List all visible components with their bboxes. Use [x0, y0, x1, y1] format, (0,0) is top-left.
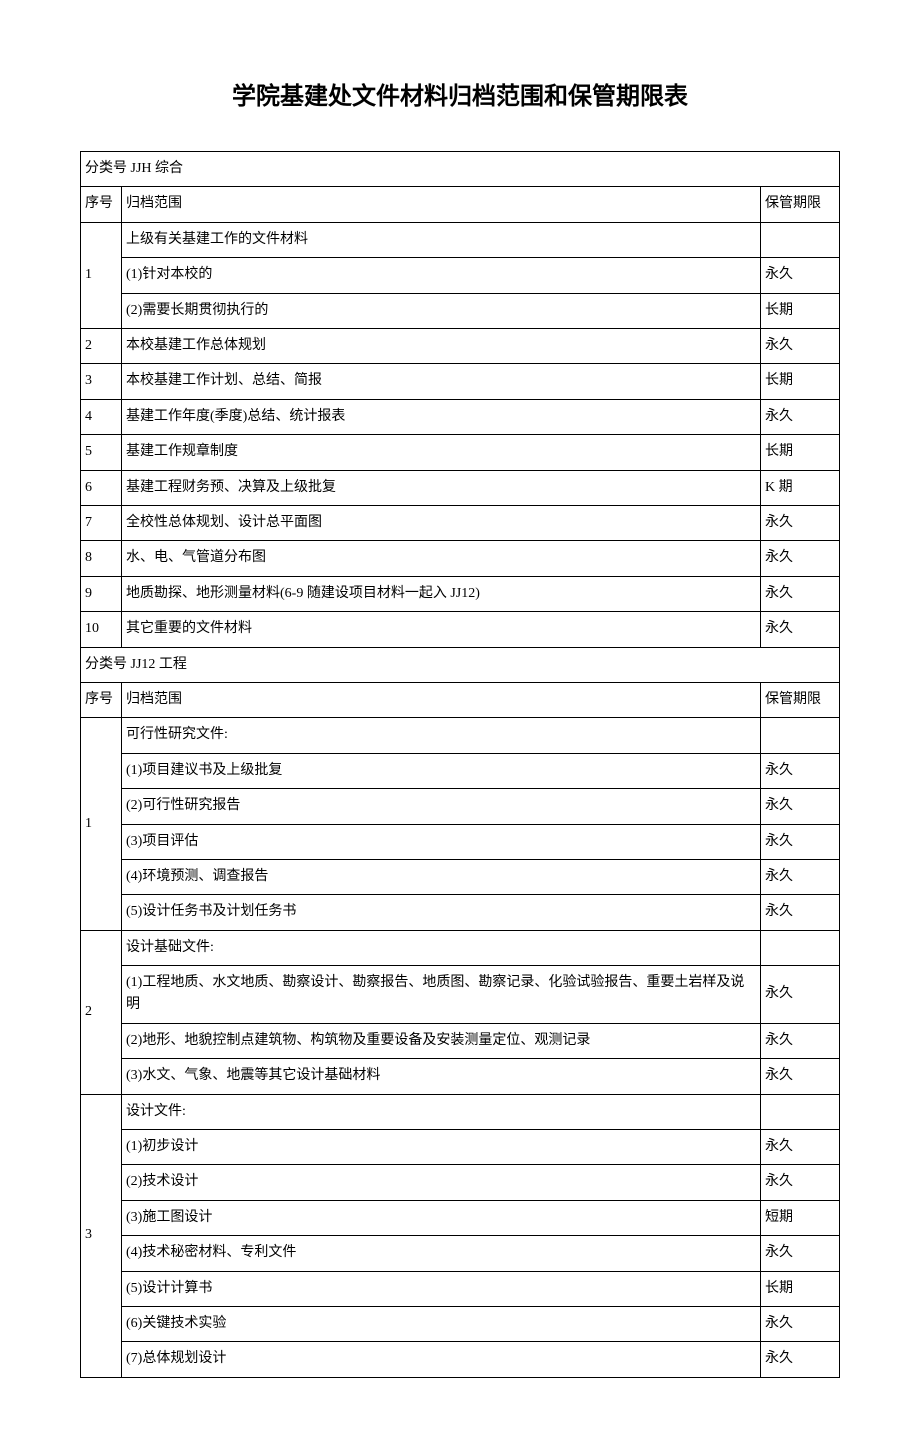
row-period: 永久 — [761, 789, 840, 824]
row-period: 永久 — [761, 399, 840, 434]
row-seq: 4 — [81, 399, 122, 434]
row-period: 永久 — [761, 966, 840, 1024]
row-scope: 设计文件: — [122, 1094, 761, 1129]
row-scope: 本校基建工作计划、总结、简报 — [122, 364, 761, 399]
row-period: 永久 — [761, 1165, 840, 1200]
row-scope: 水、电、气管道分布图 — [122, 541, 761, 576]
header-scope: 归档范围 — [122, 187, 761, 222]
header-period: 保管期限 — [761, 682, 840, 717]
row-scope: (6)关键技术实验 — [122, 1306, 761, 1341]
row-scope: (1)工程地质、水文地质、勘察设计、勘察报告、地质图、勘察记录、化验试验报告、重… — [122, 966, 761, 1024]
row-scope: (2)需要长期贯彻执行的 — [122, 293, 761, 328]
row-scope: (4)环境预测、调查报告 — [122, 859, 761, 894]
page-title: 学院基建处文件材料归档范围和保管期限表 — [80, 76, 840, 111]
header-seq: 序号 — [81, 682, 122, 717]
row-period: 长期 — [761, 293, 840, 328]
row-scope: (2)地形、地貌控制点建筑物、构筑物及重要设备及安装测量定位、观测记录 — [122, 1023, 761, 1058]
row-period: 永久 — [761, 1306, 840, 1341]
row-seq: 10 — [81, 612, 122, 647]
row-period — [761, 718, 840, 753]
row-period: K 期 — [761, 470, 840, 505]
row-period: 永久 — [761, 329, 840, 364]
row-scope: (5)设计计算书 — [122, 1271, 761, 1306]
row-scope: (1)初步设计 — [122, 1130, 761, 1165]
row-period: 永久 — [761, 541, 840, 576]
category-label: 分类号 JJH 综合 — [81, 152, 840, 187]
row-scope: 设计基础文件: — [122, 930, 761, 965]
row-period — [761, 930, 840, 965]
row-scope: 基建工程财务预、决算及上级批复 — [122, 470, 761, 505]
row-scope: (1)针对本校的 — [122, 258, 761, 293]
row-period: 永久 — [761, 1236, 840, 1271]
row-period: 永久 — [761, 1059, 840, 1094]
row-scope: 本校基建工作总体规划 — [122, 329, 761, 364]
row-period: 永久 — [761, 1023, 840, 1058]
row-period: 永久 — [761, 824, 840, 859]
row-seq: 2 — [81, 930, 122, 1094]
row-scope: 全校性总体规划、设计总平面图 — [122, 505, 761, 540]
row-seq: 2 — [81, 329, 122, 364]
row-scope: 上级有关基建工作的文件材料 — [122, 222, 761, 257]
row-scope: (5)设计任务书及计划任务书 — [122, 895, 761, 930]
row-seq: 5 — [81, 435, 122, 470]
row-period: 永久 — [761, 895, 840, 930]
row-scope: 基建工作规章制度 — [122, 435, 761, 470]
row-period: 短期 — [761, 1200, 840, 1235]
row-scope: (2)可行性研究报告 — [122, 789, 761, 824]
row-period: 永久 — [761, 1342, 840, 1377]
row-scope: (3)水文、气象、地震等其它设计基础材料 — [122, 1059, 761, 1094]
row-period: 永久 — [761, 258, 840, 293]
row-scope: 其它重要的文件材料 — [122, 612, 761, 647]
row-seq: 9 — [81, 576, 122, 611]
row-scope: (7)总体规划设计 — [122, 1342, 761, 1377]
row-seq: 1 — [81, 222, 122, 328]
row-period: 永久 — [761, 1130, 840, 1165]
row-period: 永久 — [761, 612, 840, 647]
row-period — [761, 1094, 840, 1129]
row-period: 长期 — [761, 1271, 840, 1306]
row-period: 长期 — [761, 435, 840, 470]
row-seq: 3 — [81, 1094, 122, 1377]
header-seq: 序号 — [81, 187, 122, 222]
row-period: 永久 — [761, 505, 840, 540]
archive-table: 分类号 JJH 综合序号归档范围保管期限1上级有关基建工作的文件材料(1)针对本… — [80, 151, 840, 1378]
category-label: 分类号 JJ12 工程 — [81, 647, 840, 682]
row-period: 永久 — [761, 753, 840, 788]
header-scope: 归档范围 — [122, 682, 761, 717]
row-scope: (4)技术秘密材料、专利文件 — [122, 1236, 761, 1271]
row-period: 永久 — [761, 576, 840, 611]
row-scope: (3)项目评估 — [122, 824, 761, 859]
row-period — [761, 222, 840, 257]
row-period: 长期 — [761, 364, 840, 399]
row-seq: 1 — [81, 718, 122, 930]
row-seq: 6 — [81, 470, 122, 505]
row-scope: (2)技术设计 — [122, 1165, 761, 1200]
row-scope: 可行性研究文件: — [122, 718, 761, 753]
header-period: 保管期限 — [761, 187, 840, 222]
row-seq: 3 — [81, 364, 122, 399]
row-scope: 基建工作年度(季度)总结、统计报表 — [122, 399, 761, 434]
row-period: 永久 — [761, 859, 840, 894]
row-seq: 8 — [81, 541, 122, 576]
row-scope: 地质勘探、地形测量材料(6-9 随建设项目材料一起入 JJ12) — [122, 576, 761, 611]
row-seq: 7 — [81, 505, 122, 540]
row-scope: (3)施工图设计 — [122, 1200, 761, 1235]
row-scope: (1)项目建议书及上级批复 — [122, 753, 761, 788]
